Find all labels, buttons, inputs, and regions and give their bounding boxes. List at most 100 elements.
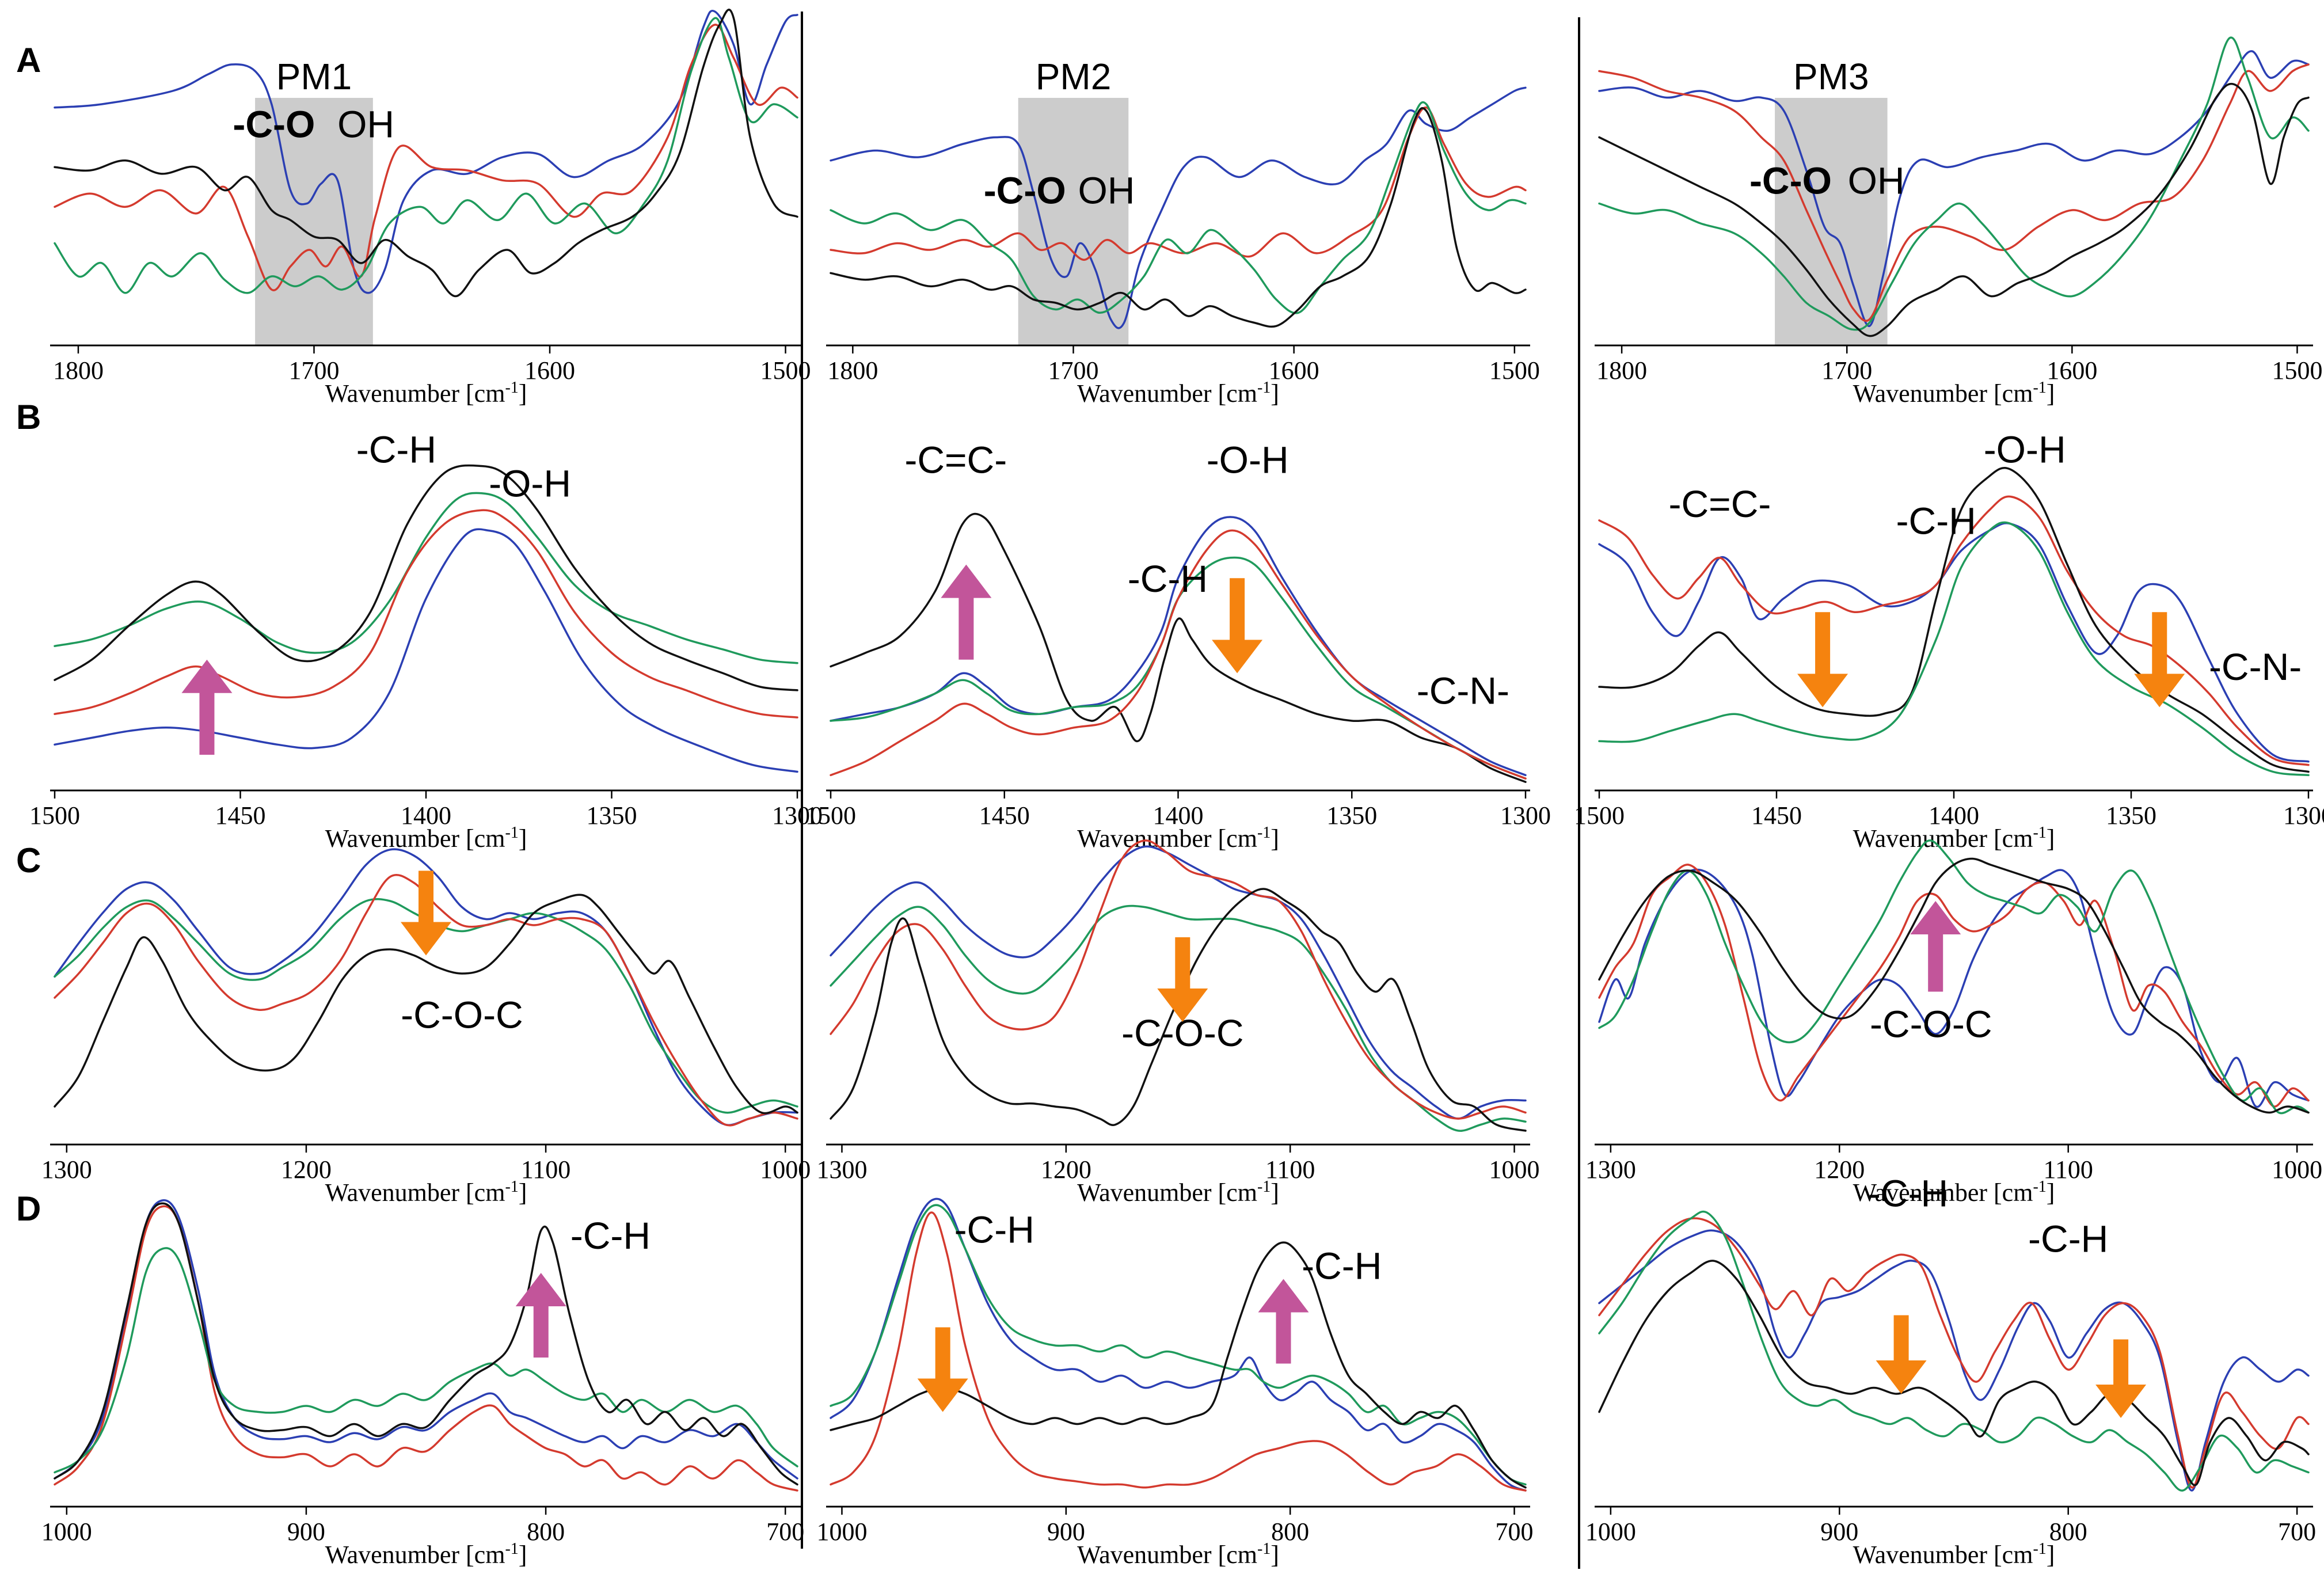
carboxyl-highlight-band [1775,98,1888,345]
x-tick-label: 1100 [1265,1155,1315,1184]
x-tick-label: 1500 [29,801,80,830]
x-axis-label-sup: -1 [505,1178,518,1196]
arrow-down-icon [401,870,451,956]
x-tick-label: 1300 [41,1155,92,1184]
x-axis-label-bracket: ] [519,1178,527,1207]
arrow-down-icon [2134,612,2185,708]
arrow-up-icon [515,1273,566,1358]
x-tick-label: 1450 [215,801,266,830]
spectrum-black-line [54,464,798,691]
x-tick-label: 700 [766,1518,804,1546]
peak-annotation: -C-O [1749,159,1832,201]
x-axis-label-text: Wavenumber [cm [325,824,505,853]
spectrum-green-line [830,1204,1527,1486]
x-tick-label: 800 [527,1518,565,1546]
x-tick-label: 1000 [41,1518,92,1546]
x-tick-label: 900 [287,1518,325,1546]
x-tick-label: 800 [1271,1518,1309,1546]
x-tick-label: 1500 [1574,801,1625,830]
x-tick-label: 1300 [772,801,823,830]
peak-annotation: -C-O [233,103,315,146]
x-axis-label-sup: -1 [2033,379,2046,397]
peak-annotation: -C-H [1868,1172,1948,1215]
peak-annotation: -C-O-C [1870,1002,1992,1045]
peak-annotation: -C-H [1302,1245,1382,1287]
spectrum-red-line [54,1205,798,1492]
spectrum-green-line [1598,839,2310,1115]
x-tick-label: 1800 [1596,356,1647,385]
x-tick-label: 1600 [2047,356,2097,385]
row-label-c: C [16,841,41,880]
x-tick-label: 1200 [1814,1155,1865,1184]
row-label-a: A [16,41,41,79]
x-tick-label: 900 [1820,1518,1858,1546]
x-axis-label-sup: -1 [1257,379,1271,397]
x-axis-label-text: Wavenumber [cm [325,1178,505,1207]
spectrum-blue-line [54,528,798,773]
spectrum-black-line [54,1202,798,1486]
x-tick-label: 1300 [816,1155,867,1184]
peak-annotation: -C-H [1896,500,1976,542]
arrow-down-icon [1876,1315,1927,1394]
peak-annotation: -C=C- [904,438,1007,481]
x-tick-label: 1500 [2272,356,2322,385]
x-tick-label: 1400 [401,801,451,830]
x-axis-label-bracket: ] [519,379,527,408]
x-tick-label: 1800 [827,356,878,385]
x-axis-label-sup: -1 [505,379,518,397]
x-axis-label-text: Wavenumber [cm [1077,379,1257,408]
x-axis-label: Wavenumber [cm-1] [1077,1540,1279,1569]
x-axis-label: Wavenumber [cm-1] [325,379,527,408]
spectrum-red-line [54,874,798,1127]
peak-annotation: -C-O [984,169,1066,212]
arrow-up-icon [1910,901,1961,992]
x-tick-label: 1700 [1048,356,1098,385]
peak-annotation: -C-H [954,1208,1034,1251]
spectrum-green-line [1598,1210,2310,1492]
panel-d1: 1000 900 800 700 Wavenumber [cm-1] -C-H [41,1199,804,1569]
x-tick-label: 1400 [1153,801,1204,830]
spectrum-red-line [830,839,1527,1120]
x-axis-label-text: Wavenumber [cm [1853,1178,2033,1207]
x-axis-label: Wavenumber [cm-1] [325,1178,527,1207]
x-tick-label: 1200 [281,1155,332,1184]
panel-b3: 1500 1450 1400 1350 1300 Wavenumber [cm-1] -C=… [1574,428,2324,853]
x-tick-label: 1000 [1489,1155,1540,1184]
x-axis-label-text: Wavenumber [cm [1853,379,2033,408]
x-axis-label-sup: -1 [505,824,518,842]
spectrum-black-line [1598,82,2310,337]
row-label-d: D [16,1189,41,1228]
x-axis-label-sup: -1 [1257,824,1271,842]
x-tick-label: 1500 [1489,356,1540,385]
x-axis-label: Wavenumber [cm-1] [1853,824,2055,853]
spectrum-red-line [830,1211,1527,1492]
arrow-down-icon [1157,937,1208,1022]
spectrum-blue-line [1598,868,2310,1108]
x-tick-label: 1100 [521,1155,570,1184]
spectrum-blue-line [1598,522,2310,763]
panel-c3: 1300 1200 1100 1000 Wavenumber [cm-1] -C-O-C [1585,839,2322,1207]
x-axis-label-text: Wavenumber [cm [1853,824,2033,853]
peak-annotation: OH [1848,159,1905,201]
x-axis-label: Wavenumber [cm-1] [1077,824,1279,853]
spectrum-black-line [830,107,1527,328]
arrow-down-icon [1797,612,1848,708]
peak-annotation: -C-N- [2209,645,2302,688]
peak-annotation: -C-O-C [401,994,523,1036]
arrow-up-icon [941,564,992,660]
x-tick-label: 1300 [1585,1155,1636,1184]
peak-annotation: OH [337,103,394,146]
spectrum-red-line [830,529,1527,780]
spectrum-black-line [1598,857,2310,1114]
spectrum-red-line [830,107,1527,261]
spectrum-blue-line [54,10,798,294]
x-axis-label-text: Wavenumber [cm [1853,1541,2033,1569]
x-axis-label-bracket: ] [519,824,527,853]
x-axis-label: Wavenumber [cm-1] [1853,1178,2055,1207]
x-tick-label: 800 [2049,1518,2087,1546]
spectrum-green-line [54,492,798,664]
panel-c1: 1300 1200 1100 1000 Wavenumber [cm-1] -C-O-C [41,848,811,1207]
x-tick-label: 1700 [1821,356,1872,385]
x-axis-label-text: Wavenumber [cm [325,379,505,408]
